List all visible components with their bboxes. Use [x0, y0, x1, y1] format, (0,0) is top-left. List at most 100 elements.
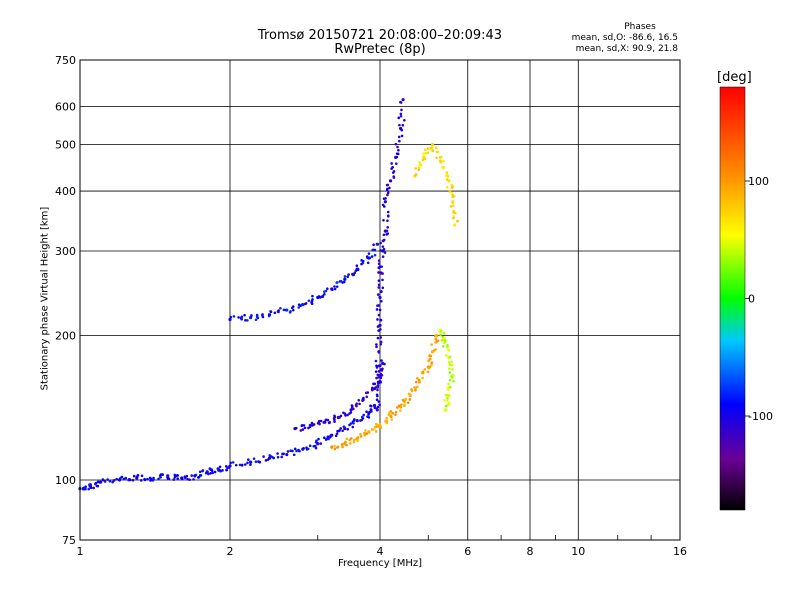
data-point: [434, 337, 438, 341]
data-point: [237, 316, 240, 319]
data-point: [376, 373, 380, 377]
data-point: [257, 460, 261, 464]
data-point: [361, 417, 365, 420]
data-point: [386, 210, 390, 214]
data-point: [347, 273, 350, 276]
data-point: [240, 315, 244, 319]
data-point: [335, 285, 339, 288]
data-point: [399, 100, 402, 104]
data-point: [302, 446, 305, 450]
x-tick-label: 8: [527, 545, 534, 558]
data-point: [416, 385, 419, 389]
data-point: [92, 486, 95, 490]
data-point: [348, 423, 351, 427]
data-point: [447, 360, 451, 364]
data-point: [443, 408, 447, 412]
data-point: [382, 218, 385, 222]
data-point: [435, 156, 438, 159]
data-point: [446, 345, 449, 349]
data-point: [382, 247, 386, 251]
data-point: [372, 403, 377, 408]
data-point: [377, 271, 380, 274]
data-point: [285, 308, 289, 312]
data-point: [218, 465, 222, 469]
data-point: [390, 418, 394, 421]
data-point: [310, 302, 314, 305]
data-point: [414, 388, 417, 392]
data-point: [193, 474, 197, 478]
data-point: [389, 409, 393, 413]
data-point: [272, 456, 276, 460]
data-point: [349, 442, 352, 445]
data-point: [378, 403, 382, 406]
data-point: [352, 273, 356, 276]
data-point: [240, 317, 243, 321]
data-point: [344, 440, 347, 444]
data-point: [219, 469, 222, 473]
data-point: [372, 428, 375, 431]
data-point: [375, 343, 378, 346]
data-point: [443, 339, 447, 343]
data-point: [326, 418, 330, 422]
data-point: [255, 315, 259, 319]
data-point: [417, 168, 421, 171]
data-point: [131, 478, 135, 482]
data-point: [372, 243, 375, 246]
data-point: [448, 190, 452, 193]
y-tick-label: 500: [55, 139, 76, 152]
data-point: [311, 424, 314, 427]
data-point: [398, 123, 401, 127]
data-point: [390, 162, 393, 165]
data-point: [120, 475, 124, 479]
data-point: [446, 175, 450, 178]
data-point: [433, 348, 436, 352]
data-point: [303, 426, 307, 430]
data-point: [228, 464, 232, 468]
data-point: [414, 167, 418, 170]
data-point: [99, 480, 103, 484]
data-point: [381, 361, 385, 365]
data-point: [376, 380, 380, 384]
data-point: [146, 477, 149, 481]
data-point: [229, 461, 232, 465]
data-point: [375, 364, 378, 368]
data-point: [452, 379, 455, 383]
data-point: [352, 407, 355, 411]
data-point: [172, 478, 176, 481]
data-point: [453, 223, 457, 227]
data-point: [442, 159, 445, 163]
data-point: [213, 470, 217, 474]
data-point: [205, 470, 209, 474]
data-point: [399, 409, 402, 412]
data-point: [385, 229, 389, 233]
data-point: [423, 368, 427, 371]
data-point: [336, 281, 339, 284]
data-point: [352, 438, 356, 442]
data-point: [316, 295, 320, 300]
data-point: [444, 404, 448, 408]
data-point: [345, 443, 348, 447]
data-point: [447, 393, 451, 398]
data-point: [380, 299, 383, 303]
data-point: [375, 308, 379, 311]
data-point: [362, 396, 365, 400]
data-point: [282, 452, 285, 456]
data-point: [448, 385, 452, 389]
data-point: [381, 286, 385, 290]
data-point: [327, 437, 330, 441]
data-point: [369, 404, 372, 408]
data-point: [352, 440, 356, 444]
data-point: [173, 475, 177, 479]
data-point: [445, 399, 449, 402]
data-point: [386, 191, 390, 195]
data-point: [434, 146, 438, 150]
y-tick-label: 300: [55, 245, 76, 258]
data-point: [430, 343, 433, 346]
y-tick-label: 100: [55, 474, 76, 487]
data-point: [377, 400, 380, 403]
data-point: [395, 152, 399, 155]
data-point: [396, 406, 399, 409]
data-point: [333, 447, 337, 451]
data-point: [376, 394, 379, 398]
data-point: [383, 251, 387, 254]
